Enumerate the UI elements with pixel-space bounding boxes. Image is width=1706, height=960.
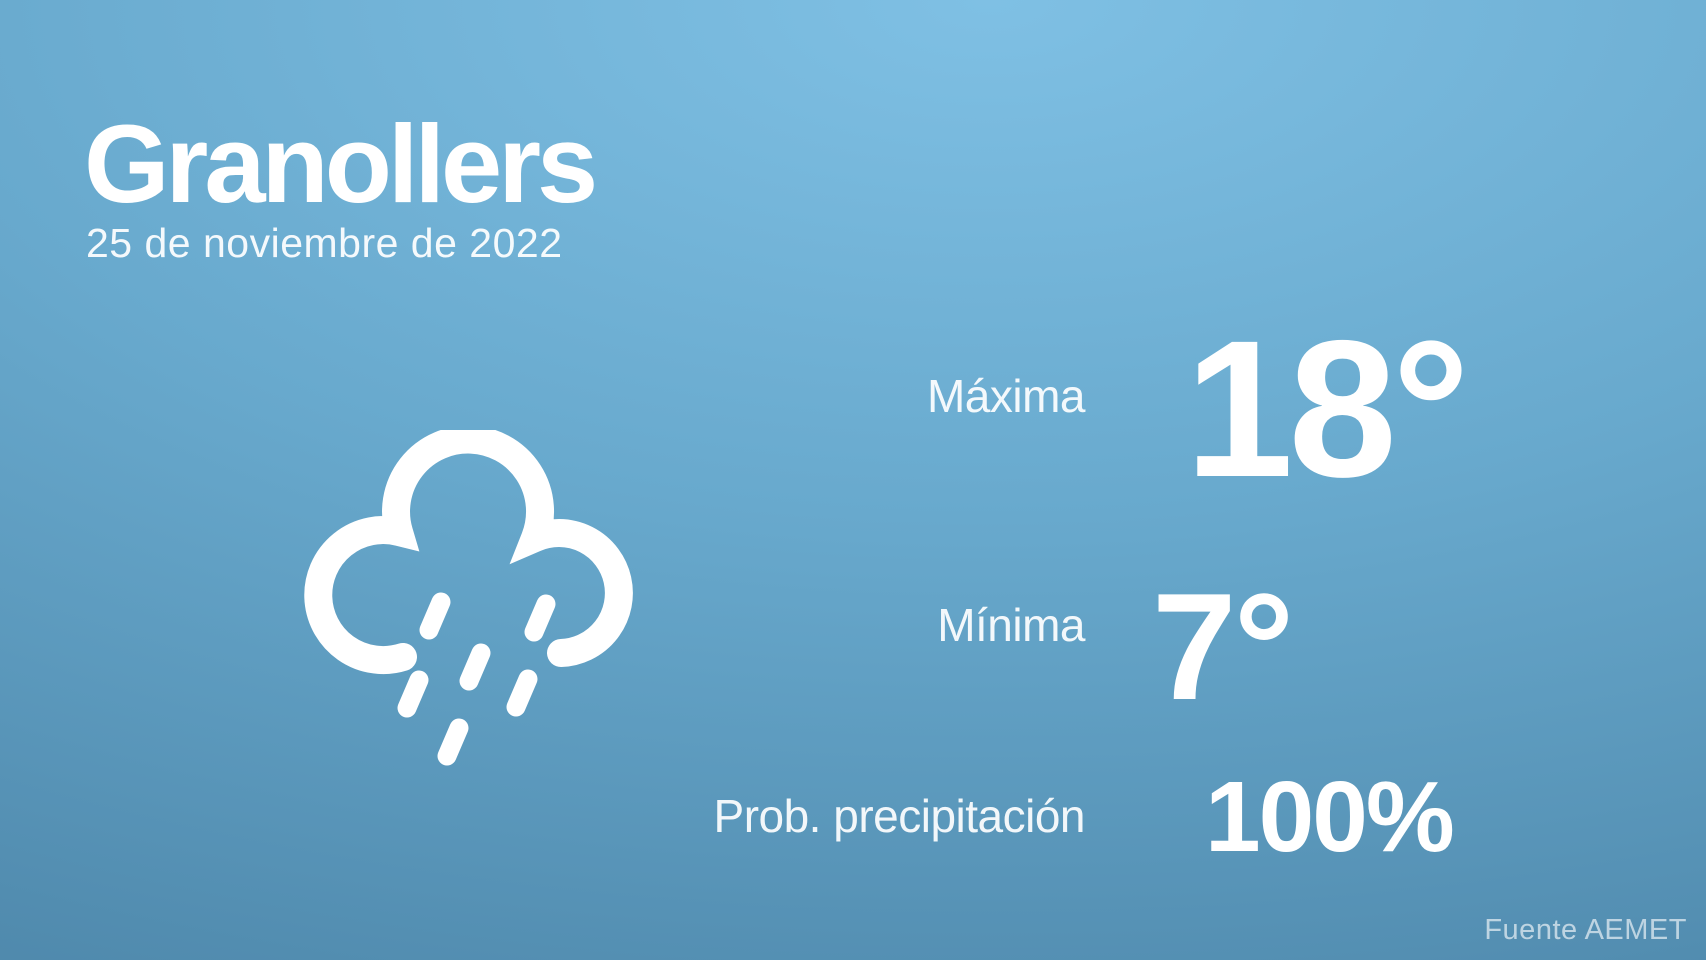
data-source: Fuente AEMET [1484, 914, 1687, 946]
rain-drops [397, 592, 556, 766]
max-temp-value: 18° [1185, 300, 1470, 518]
precipitation-label: Prob. precipitación [713, 790, 1086, 842]
page-title: Granollers [84, 103, 598, 226]
cloud-outline [304, 425, 633, 675]
precipitation-value: 100% [1205, 761, 1455, 873]
max-temp-label: Máxima [926, 370, 1086, 422]
rain-cloud-icon [300, 425, 640, 780]
min-temp-label: Mínima [937, 599, 1085, 651]
min-temp-value: 7° [1152, 562, 1294, 732]
forecast-date: 25 de noviembre de 2022 [86, 220, 563, 266]
